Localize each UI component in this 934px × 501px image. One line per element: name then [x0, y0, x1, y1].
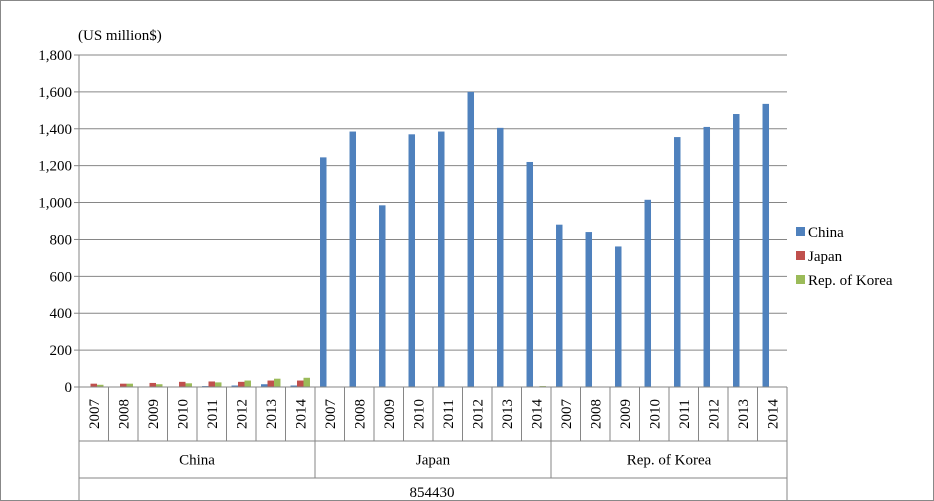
- legend-label: Japan: [808, 249, 843, 265]
- bar-china-japan-2012: [467, 91, 475, 387]
- bar-rep-of-korea-china-2008: [126, 383, 133, 387]
- x-tick-label-year: 2009: [382, 399, 398, 429]
- bar-china-rep-of-korea-2008: [585, 232, 593, 387]
- bar-japan-china-2007: [90, 383, 97, 387]
- x-tick-label-year: 2013: [264, 399, 280, 429]
- x-tick-label-year: 2014: [765, 399, 781, 430]
- x-tick-label-year: 2011: [677, 399, 693, 428]
- x-tick-label-year: 2008: [588, 399, 604, 429]
- bar-china-japan-2011: [438, 131, 445, 387]
- bar-rep-of-korea-china-2009: [155, 384, 163, 387]
- bar-china-rep-of-korea-2011: [674, 137, 681, 387]
- bar-china-rep-of-korea-2009: [615, 246, 622, 387]
- y-tick-label: 1,800: [38, 48, 72, 64]
- y-tick-label: 800: [50, 232, 73, 248]
- y-tick-label: 1,000: [38, 196, 72, 212]
- y-tick-label: 400: [50, 306, 73, 322]
- legend-swatch: [796, 227, 805, 236]
- bar-china-rep-of-korea-2014: [762, 103, 770, 387]
- y-tick-label: 1,400: [38, 122, 72, 138]
- x-tick-label-year: 2009: [618, 399, 634, 429]
- bar-china-japan-2009: [379, 205, 386, 387]
- x-tick-label-year: 2013: [500, 399, 516, 429]
- bar-japan-china-2010: [179, 381, 186, 387]
- x-tick-label-year: 2008: [116, 399, 132, 429]
- x-tick-label-year: 2014: [293, 399, 309, 430]
- x-tick-label-year: 2007: [323, 399, 339, 430]
- axes: 0 200 400 600 800 1,000 1,200 1,400 1,600 1,800 20…: [38, 48, 788, 501]
- bars: [90, 91, 770, 388]
- x-tick-label-year: 2007: [559, 399, 575, 430]
- bar-rep-of-korea-china-2011: [214, 382, 222, 387]
- legend-swatch: [796, 275, 805, 284]
- y-tick-label: 200: [50, 343, 73, 359]
- bar-rep-of-korea-china-2014: [303, 377, 310, 387]
- bar-japan-china-2012: [238, 381, 245, 387]
- x-group-label: China: [179, 453, 215, 469]
- bar-china-japan-2007: [320, 157, 327, 387]
- bar-china-japan-2008: [349, 131, 357, 387]
- x-tick-label-year: 2011: [205, 399, 221, 428]
- bar-china-rep-of-korea-2010: [644, 199, 652, 387]
- y-tick-label: 600: [50, 269, 73, 285]
- x-tick-label-year: 2008: [352, 399, 368, 429]
- x-tick-label-year: 2010: [175, 399, 191, 429]
- y-unit-label: (US million$): [78, 28, 162, 44]
- bar-china-china-2012: [231, 385, 239, 387]
- bar-china-rep-of-korea-2007: [556, 224, 563, 387]
- bar-china-china-2014: [290, 385, 298, 387]
- legend-label: China: [808, 225, 844, 241]
- bar-china-japan-2010: [408, 134, 416, 387]
- x-tick-label-year: 2011: [441, 399, 457, 428]
- x-tick-label-year: 2010: [647, 399, 663, 429]
- legend: China Japan Rep. of Korea: [796, 225, 893, 289]
- bar-rep-of-korea-china-2010: [185, 383, 192, 387]
- bar-china-japan-2013: [497, 127, 504, 387]
- y-tick-label: 1,600: [38, 85, 72, 101]
- x-tick-label-year: 2012: [706, 399, 722, 429]
- x-tick-label-year: 2012: [470, 399, 486, 429]
- x-tick-label-year: 2010: [411, 399, 427, 429]
- bar-rep-of-korea-china-2013: [273, 378, 281, 387]
- bar-rep-of-korea-china-2012: [244, 380, 251, 387]
- y-tick-label: 0: [65, 380, 73, 396]
- bar-china-rep-of-korea-2012: [703, 126, 711, 387]
- bar-china-rep-of-korea-2013: [733, 114, 740, 388]
- legend-swatch: [796, 251, 805, 260]
- bar-japan-china-2011: [208, 381, 215, 387]
- x-tick-label-year: 2012: [234, 399, 250, 429]
- bar-rep-of-korea-china-2007: [96, 384, 104, 387]
- x-tick-label-year: 2007: [87, 399, 103, 430]
- bar-japan-china-2008: [120, 383, 127, 387]
- gridlines: [79, 54, 787, 388]
- bar-china-japan-2014: [526, 161, 534, 387]
- x-group-label: Rep. of Korea: [627, 453, 712, 469]
- category-code-label: 854430: [410, 485, 455, 501]
- legend-label: Rep. of Korea: [808, 273, 893, 289]
- x-group-label: Japan: [416, 453, 451, 469]
- x-tick-label-year: 2014: [529, 399, 545, 430]
- bar-china-china-2013: [261, 384, 268, 387]
- bar-japan-china-2009: [149, 382, 156, 387]
- x-tick-label-year: 2009: [146, 399, 162, 429]
- bar-japan-china-2013: [267, 380, 274, 387]
- bar-japan-china-2014: [297, 380, 304, 387]
- y-tick-label: 1,200: [38, 159, 72, 175]
- x-tick-label-year: 2013: [736, 399, 752, 429]
